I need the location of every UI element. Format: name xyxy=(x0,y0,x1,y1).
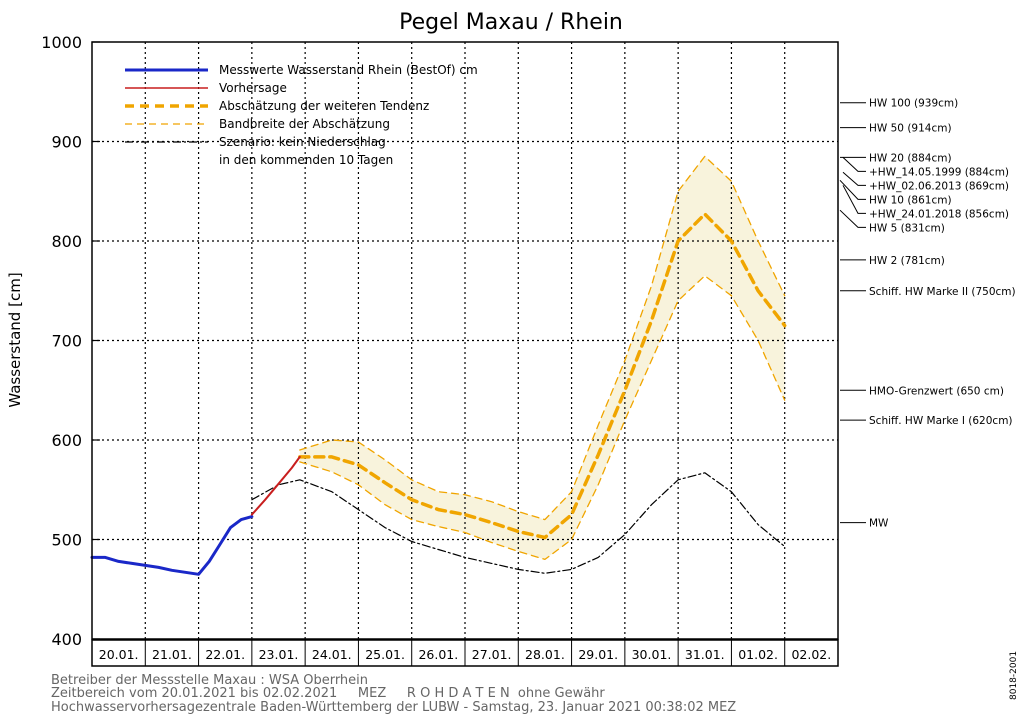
reference-leader xyxy=(842,157,866,172)
uncertainty-band xyxy=(299,156,785,560)
side-code: 8018-2001 xyxy=(1009,651,1019,700)
footer-timerange: Zeitbereich vom 20.01.2021 bis 02.02.202… xyxy=(51,686,605,701)
x-tick-label: 26.01. xyxy=(418,647,458,662)
forecast-series xyxy=(250,455,301,516)
band-lower-series xyxy=(299,275,786,561)
x-tick-label: 31.01. xyxy=(685,647,725,662)
x-tick-label: 30.01. xyxy=(632,647,672,662)
reference-leader xyxy=(842,171,866,186)
y-tick-label: 1000 xyxy=(41,33,82,52)
footer-source: Hochwasservorhersagezentrale Baden-Württ… xyxy=(51,700,736,715)
y-tick-label: 600 xyxy=(51,431,82,450)
measured-series xyxy=(90,515,254,576)
x-tick-label: 27.01. xyxy=(472,647,512,662)
scenario-series xyxy=(251,472,786,574)
y-tick-label: 400 xyxy=(51,630,82,649)
legend-entry: Bandbreite der Abschätzung xyxy=(219,117,390,131)
reference-mark-label: HW 20 (884cm) xyxy=(869,152,952,164)
footer-operator: Betreiber der Messstelle Maxau : WSA Obe… xyxy=(51,673,368,688)
x-tick-label: 20.01. xyxy=(99,647,139,662)
reference-mark-label: MW xyxy=(869,518,889,530)
reference-mark-label: HW 50 (914cm) xyxy=(869,123,952,135)
reference-mark-label: +HW_14.05.1999 (884cm) xyxy=(869,166,1009,178)
reference-mark-label: HW 2 (781cm) xyxy=(869,255,945,267)
reference-mark-label: HW 100 (939cm) xyxy=(869,98,958,110)
chart-title: Pegel Maxau / Rhein xyxy=(399,10,623,35)
legend-entry: Vorhersage xyxy=(219,81,287,95)
x-tick-label: 25.01. xyxy=(365,647,405,662)
x-tick-label: 24.01. xyxy=(312,647,352,662)
legend-entry: Szenario: kein Niederschlag xyxy=(219,135,386,149)
y-tick-label: 500 xyxy=(51,531,82,550)
reference-mark-label: +HW_02.06.2013 (869cm) xyxy=(869,180,1009,192)
reference-mark-label: HMO-Grenzwert (650 cm) xyxy=(869,385,1004,397)
y-axis-label: Wasserstand [cm] xyxy=(6,272,24,407)
x-tick-label: 29.01. xyxy=(578,647,618,662)
band-upper-series xyxy=(299,155,786,521)
legend-entry: Messwerte Wasserstand Rhein (BestOf) cm xyxy=(219,63,478,77)
y-tick-label: 900 xyxy=(51,133,82,152)
x-tick-label: 22.01. xyxy=(205,647,245,662)
reference-mark-label: HW 5 (831cm) xyxy=(869,222,945,234)
tendency-series xyxy=(298,212,787,540)
reference-leader xyxy=(839,209,866,228)
x-tick-label: 02.02. xyxy=(791,647,831,662)
legend-entry: in den kommenden 10 Tagen xyxy=(219,153,393,167)
x-tick-label: 21.01. xyxy=(152,647,192,662)
reference-mark-label: Schiff. HW Marke I (620cm) xyxy=(869,415,1013,427)
y-tick-label: 700 xyxy=(51,332,82,351)
reference-mark-label: Schiff. HW Marke II (750cm) xyxy=(869,286,1016,298)
y-tick-label: 800 xyxy=(51,232,82,251)
x-tick-label: 23.01. xyxy=(259,647,299,662)
x-tick-label: 01.02. xyxy=(738,647,778,662)
reference-leader xyxy=(842,185,866,214)
reference-mark-label: HW 10 (861cm) xyxy=(869,194,952,206)
reference-leader xyxy=(839,179,866,200)
x-tick-label: 28.01. xyxy=(525,647,565,662)
legend-entry: Abschätzung der weiteren Tendenz xyxy=(219,99,429,113)
reference-mark-label: +HW_24.01.2018 (856cm) xyxy=(869,208,1009,220)
